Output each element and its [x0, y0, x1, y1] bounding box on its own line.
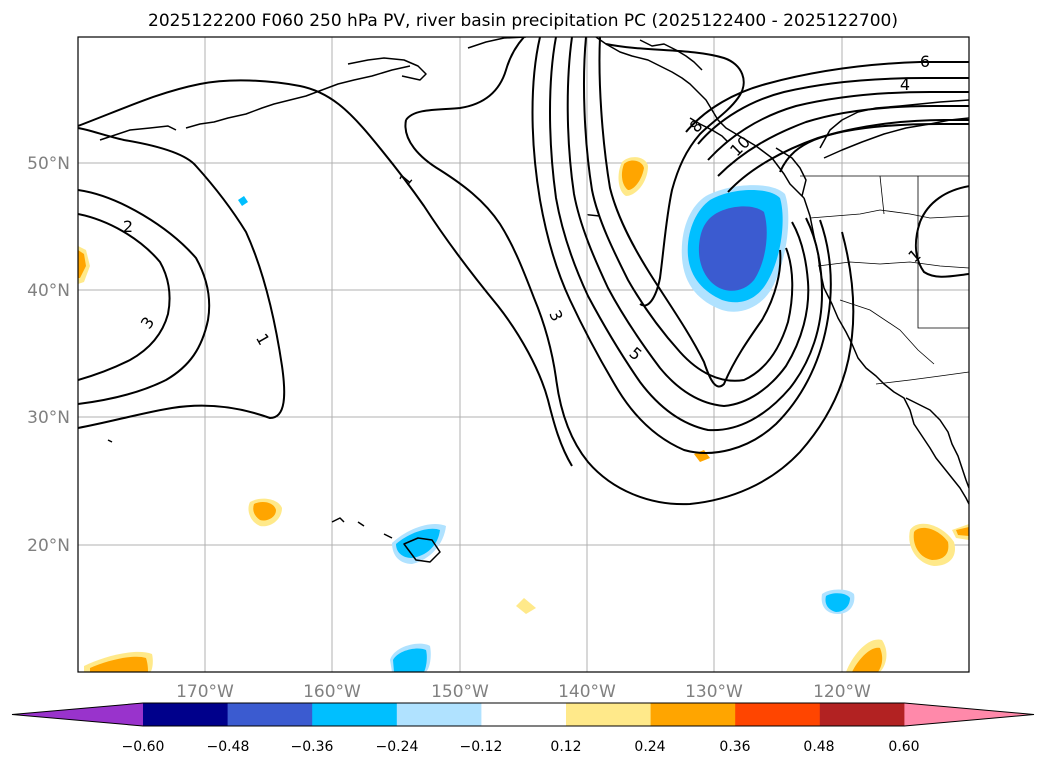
colorbar-tick-label: −0.12 — [460, 739, 503, 755]
pv-contours — [78, 37, 969, 506]
lat-label: 40°N — [27, 281, 70, 301]
colorbar-outline — [11, 702, 1035, 727]
contour-label: 6 — [920, 52, 930, 71]
colorbar-tick-label: 0.48 — [803, 739, 834, 755]
colorbar-tick-label: −0.24 — [376, 739, 419, 755]
colorbar-block — [481, 703, 567, 726]
colorbar-block — [819, 703, 905, 726]
colorbar-block — [566, 703, 652, 726]
pos-anomaly-region — [913, 527, 949, 560]
colorbar-tick-labels: −0.60 −0.48 −0.36 −0.24 −0.12 0.12 0.24 … — [122, 739, 920, 755]
colorbar-blocks — [11, 702, 1035, 727]
pos-anomaly-region — [253, 502, 276, 521]
lon-label: 160°W — [303, 682, 361, 702]
colorbar-tick-label: 0.12 — [550, 739, 581, 755]
colorbar-block — [227, 703, 313, 726]
pos-anomaly-region — [516, 598, 536, 614]
lon-label: 120°W — [813, 682, 871, 702]
colorbar-tick-label: −0.36 — [291, 739, 334, 755]
lon-label: 140°W — [558, 682, 616, 702]
graticule — [78, 37, 969, 672]
neg-anomaly-region — [698, 206, 767, 291]
colorbar-block — [650, 703, 736, 726]
colorbar-block — [396, 703, 482, 726]
lat-label: 20°N — [27, 536, 70, 556]
neg-anomaly-region — [825, 593, 850, 612]
pos-anomaly-region — [621, 160, 644, 190]
colorbar-tick-label: −0.60 — [122, 739, 165, 755]
precip-anomaly-shading — [78, 157, 969, 672]
colorbar-block — [312, 703, 398, 726]
colorbar: −0.60 −0.48 −0.36 −0.24 −0.12 0.12 0.24 … — [11, 702, 1035, 755]
lon-label: 170°W — [176, 682, 234, 702]
lon-label: 130°W — [685, 682, 743, 702]
map-frame — [77, 36, 970, 673]
pos-anomaly-region — [90, 656, 148, 672]
pos-anomaly-region — [78, 250, 86, 278]
map-panel — [78, 37, 969, 672]
colorbar-tick-label: 0.24 — [634, 739, 665, 755]
colorbar-extend-high — [904, 703, 1034, 726]
contour-label: 2 — [123, 217, 133, 236]
lon-label: 150°W — [431, 682, 489, 702]
longitude-labels: 170°W 160°W 150°W 140°W 130°W 120°W — [176, 682, 871, 702]
colorbar-extend-low — [12, 703, 143, 726]
neg-anomaly-region — [393, 648, 427, 672]
lat-label: 30°N — [27, 408, 70, 428]
figure-title: 2025122200 F060 250 hPa PV, river basin … — [148, 11, 898, 31]
contour-label: 7 — [583, 207, 604, 222]
lat-label: 50°N — [27, 154, 70, 174]
colorbar-tick-label: −0.48 — [207, 739, 250, 755]
colorbar-block — [143, 703, 229, 726]
neg-anomaly-region — [396, 528, 440, 558]
contour-label: 4 — [900, 75, 910, 94]
colorbar-tick-label: 0.36 — [719, 739, 750, 755]
pos-anomaly-region — [852, 647, 883, 672]
colorbar-block — [735, 703, 821, 726]
pos-anomaly-region — [956, 527, 969, 536]
colorbar-tick-label: 0.60 — [888, 739, 919, 755]
latitude-labels: 50°N 40°N 30°N 20°N — [27, 154, 70, 556]
neg-anomaly-region — [238, 196, 248, 206]
